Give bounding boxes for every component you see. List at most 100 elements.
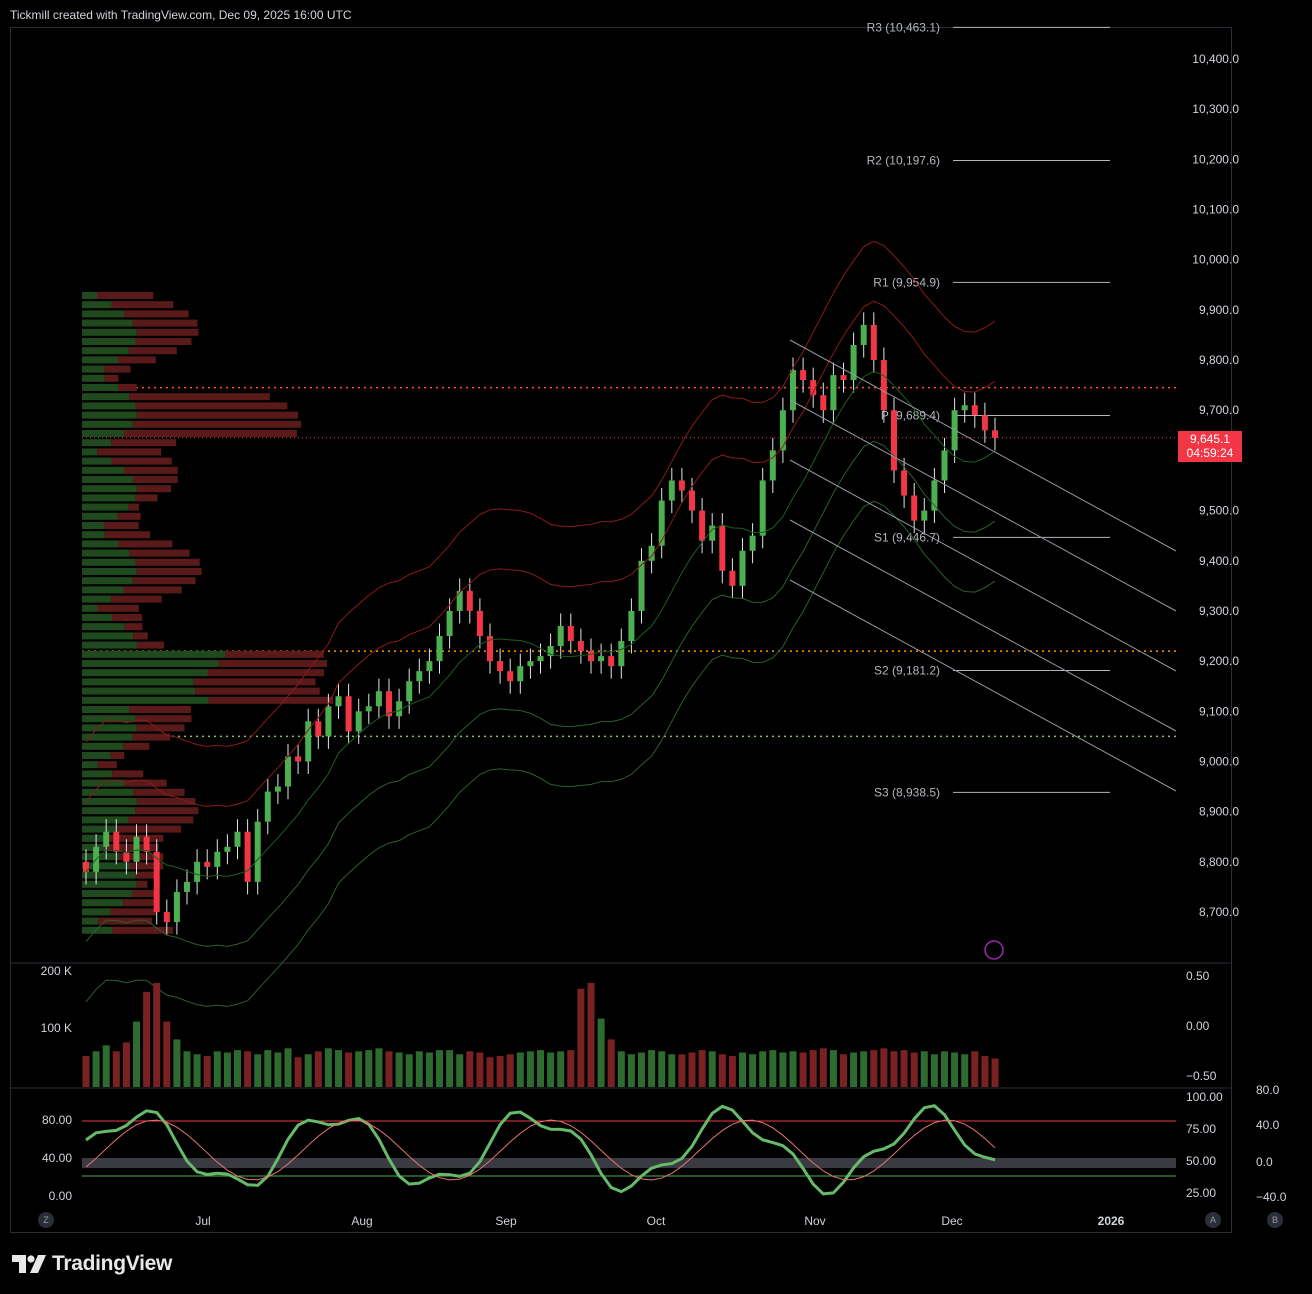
volume-bar	[941, 1051, 948, 1087]
signal-line	[85, 1119, 996, 1181]
time-axis-label: Sep	[495, 1214, 517, 1228]
volume-profile-bar	[82, 715, 136, 723]
volume-bar	[92, 1051, 100, 1087]
oscillator-scale-label: 25.00	[1186, 1186, 1216, 1200]
volume-profile-bar	[82, 365, 105, 373]
volume-bar	[133, 1021, 140, 1087]
upper-band-line	[85, 300, 996, 807]
volume-profile-bar	[133, 632, 148, 640]
volume-profile-bar	[135, 338, 192, 345]
volume-profile-bar	[123, 430, 297, 437]
pivot-label: R2 (10,197.6)	[867, 154, 940, 168]
volume-profile-bar	[82, 292, 97, 299]
volume-bar	[537, 1050, 544, 1087]
volume-profile-bar	[124, 779, 167, 787]
volume-profile-bar	[135, 871, 158, 879]
volume-profile-bar	[82, 457, 112, 465]
volume-scale-label: −0.50	[1186, 1069, 1217, 1083]
candle	[355, 711, 362, 732]
volume-profile-bar	[118, 384, 137, 391]
candle	[456, 590, 463, 611]
pivot-label: S2 (9,181.2)	[874, 664, 940, 678]
candle	[719, 525, 726, 571]
volume-profile-bar	[82, 862, 130, 870]
zoom-reset-button[interactable]: Z	[38, 1212, 54, 1228]
volume-profile-bar	[129, 706, 191, 713]
volume-bar	[840, 1054, 847, 1087]
upper-band-outer-line	[85, 240, 996, 747]
moving-average-line	[85, 370, 996, 877]
volume-bar	[264, 1050, 272, 1087]
volume-bar	[436, 1050, 443, 1087]
volume-bar	[516, 1052, 524, 1087]
volume-bar	[930, 1054, 938, 1087]
volume-bar	[506, 1054, 514, 1087]
price-axis-tick: 9,300.0	[1199, 604, 1239, 618]
volume-profile-bar	[104, 374, 119, 382]
volume-bar	[304, 1054, 312, 1087]
candle	[658, 500, 665, 546]
volume-bar	[981, 1056, 989, 1087]
candle	[153, 851, 160, 912]
volume-profile-bar	[123, 899, 159, 907]
volume-bar	[345, 1052, 353, 1087]
candle	[335, 696, 342, 707]
volume-profile-bar	[111, 301, 174, 309]
candle	[214, 851, 221, 867]
settings-b-button[interactable]: B	[1267, 1212, 1283, 1228]
candle	[476, 610, 483, 637]
volume-profile-bar	[124, 466, 178, 474]
candle	[345, 696, 352, 732]
volume-profile-bar	[82, 448, 98, 456]
volume-bar	[173, 1039, 181, 1087]
candle	[880, 360, 887, 411]
channel-line	[789, 519, 1177, 732]
channel-line	[789, 399, 1177, 612]
volume-profile-bar	[82, 586, 124, 594]
volume-profile-bar	[82, 696, 209, 704]
lower-band-outer-line	[85, 500, 996, 1007]
volume-profile-bar	[136, 641, 164, 649]
auto-scale-button[interactable]: A	[1205, 1212, 1221, 1228]
volume-profile-bar	[82, 706, 130, 713]
volume-profile-bar	[123, 742, 150, 750]
candle	[628, 610, 635, 642]
volume-profile-bar	[225, 650, 324, 658]
volume-bar	[961, 1054, 969, 1087]
volume-profile-bar	[82, 328, 137, 336]
volume-bar	[244, 1051, 252, 1087]
volume-bar	[718, 1054, 726, 1087]
volume-bar	[708, 1051, 716, 1087]
volume-profile-bar	[129, 393, 270, 401]
volume-bar	[122, 1042, 130, 1087]
volume-profile-bar	[82, 660, 219, 667]
volume-profile-bar	[112, 926, 173, 934]
tradingview-logo: TradingView	[12, 1252, 172, 1276]
volume-bar	[234, 1050, 241, 1087]
price-axis-tick: 10,000.0	[1192, 253, 1239, 267]
candle	[285, 756, 291, 787]
volume-bar	[102, 1045, 110, 1087]
volume-profile-bar	[135, 402, 288, 410]
volume-profile-bar	[82, 347, 129, 355]
volume-bar	[466, 1051, 474, 1087]
volume-profile-bar	[111, 614, 143, 621]
channel-line	[789, 459, 1177, 672]
volume-bar	[648, 1050, 656, 1087]
volume-profile-bar	[82, 632, 134, 640]
candle	[507, 671, 514, 682]
candle	[375, 691, 382, 707]
volume-profile-bar	[82, 393, 130, 401]
volume-bar	[567, 1050, 575, 1087]
pivot-label: S3 (8,938.5)	[874, 785, 940, 799]
price-axis-tick: 8,800.0	[1199, 855, 1239, 869]
volume-bar	[274, 1052, 282, 1087]
candle	[759, 480, 766, 536]
volume-profile-bar	[82, 917, 99, 925]
candle	[466, 590, 473, 611]
volume-bar	[284, 1048, 292, 1087]
volume-bar	[425, 1052, 433, 1087]
volume-profile-bar	[82, 310, 124, 318]
candle	[557, 625, 564, 647]
